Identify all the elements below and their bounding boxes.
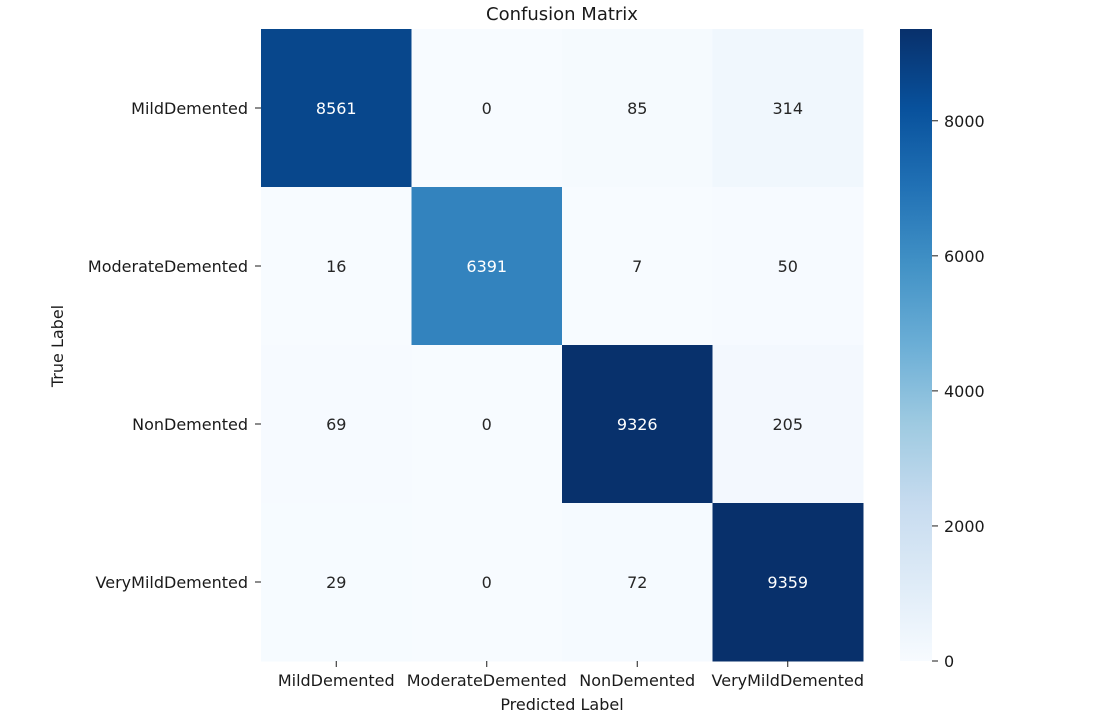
heatmap-cell bbox=[562, 29, 713, 188]
cell-value-label: 205 bbox=[772, 415, 803, 434]
cell-value-label: 69 bbox=[326, 415, 346, 434]
heatmap-cell bbox=[712, 29, 864, 188]
cell-value-label: 9326 bbox=[617, 415, 658, 434]
cell-value-label: 0 bbox=[482, 573, 492, 592]
y-tick-label: ModerateDemented bbox=[88, 257, 248, 276]
heatmap-cell bbox=[411, 503, 563, 662]
heatmap-cell bbox=[411, 187, 563, 346]
cell-value-label: 16 bbox=[326, 257, 346, 276]
heatmap-cell bbox=[261, 503, 412, 662]
heatmap-cell bbox=[411, 345, 563, 504]
x-tick-label: NonDemented bbox=[579, 671, 695, 690]
colorbar-gradient bbox=[900, 29, 932, 661]
cell-value-label: 8561 bbox=[316, 99, 357, 118]
chart-title: Confusion Matrix bbox=[486, 4, 638, 25]
y-tick-label: VeryMildDemented bbox=[96, 573, 248, 592]
x-tick-label: ModerateDemented bbox=[407, 671, 567, 690]
colorbar-tick-label: 2000 bbox=[944, 517, 985, 536]
heatmap-cell bbox=[411, 29, 563, 188]
heatmap-cell bbox=[261, 345, 412, 504]
y-tick-label: NonDemented bbox=[132, 415, 248, 434]
y-axis-label: True Label bbox=[48, 305, 67, 388]
colorbar-tick-label: 0 bbox=[944, 652, 954, 671]
heatmap-cell bbox=[562, 187, 713, 346]
x-tick-label: MildDemented bbox=[278, 671, 395, 690]
cell-value-label: 50 bbox=[778, 257, 798, 276]
heatmap-cell bbox=[562, 503, 713, 662]
x-tick-label: VeryMildDemented bbox=[712, 671, 864, 690]
cell-value-label: 9359 bbox=[767, 573, 808, 592]
heatmap-cell bbox=[712, 187, 864, 346]
cell-value-label: 314 bbox=[772, 99, 803, 118]
cell-value-label: 0 bbox=[482, 99, 492, 118]
cell-value-label: 7 bbox=[632, 257, 642, 276]
cell-value-label: 29 bbox=[326, 573, 346, 592]
cell-value-label: 72 bbox=[627, 573, 647, 592]
cell-value-label: 0 bbox=[482, 415, 492, 434]
heatmap-cell bbox=[712, 345, 864, 504]
colorbar-tick-label: 8000 bbox=[944, 112, 985, 131]
colorbar-tick-label: 6000 bbox=[944, 247, 985, 266]
cell-value-label: 6391 bbox=[466, 257, 507, 276]
cell-value-label: 85 bbox=[627, 99, 647, 118]
y-axis-ticks: MildDemented ModerateDemented NonDemented V… bbox=[88, 99, 261, 592]
heatmap-cell bbox=[712, 503, 864, 662]
x-axis-label: Predicted Label bbox=[500, 695, 623, 714]
colorbar-tick-label: 4000 bbox=[944, 382, 985, 401]
colorbar: 0 2000 4000 6000 8000 bbox=[900, 29, 985, 671]
heatmap-cell bbox=[261, 29, 412, 188]
heatmap-cell bbox=[261, 187, 412, 346]
x-axis-ticks: MildDemented ModerateDemented NonDemented V… bbox=[278, 661, 864, 690]
y-tick-label: MildDemented bbox=[131, 99, 248, 118]
heatmap-cell bbox=[562, 345, 713, 504]
heatmap-cells: 8561 0 85 314 16 6391 7 50 69 0 9326 205 29 0 72 9359 bbox=[261, 29, 864, 662]
